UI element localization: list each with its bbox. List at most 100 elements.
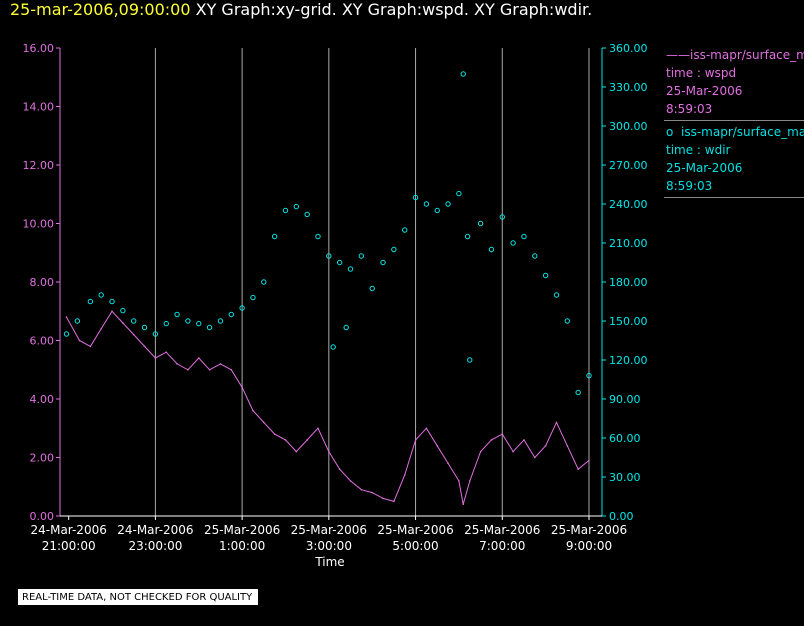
wdir-point	[380, 259, 386, 266]
wspd-point	[122, 322, 124, 324]
wspd-point	[588, 459, 590, 462]
wdir-point	[271, 233, 278, 240]
wspd-point	[100, 328, 102, 330]
y-left-tick-label: 8.00	[30, 276, 55, 289]
wdir-point	[206, 324, 213, 331]
wdir-point	[499, 214, 505, 220]
wspd-point	[533, 456, 536, 459]
wdir-point	[542, 272, 549, 279]
wdir-point	[402, 227, 408, 233]
wspd-point	[414, 439, 417, 441]
wdir-point	[228, 311, 234, 318]
wdir-point	[445, 201, 451, 207]
wspd-point	[371, 491, 373, 494]
wspd-point	[468, 480, 471, 482]
x-tick-label-date: 25-Mar-2006	[291, 523, 367, 537]
wspd-point	[479, 450, 482, 453]
wspd-point	[447, 462, 449, 465]
x-tick-label-date: 24-Mar-2006	[31, 523, 107, 537]
x-axis-label: Time	[314, 555, 344, 569]
wspd-point	[111, 310, 113, 313]
wdir-point	[510, 240, 516, 246]
legend-wspd-vars: time : wspd	[666, 66, 737, 80]
legend-wdir-vars: time : wdir	[666, 143, 731, 157]
wspd-point	[349, 480, 352, 482]
wspd-point	[273, 433, 276, 435]
x-tick-label-date: 24-Mar-2006	[117, 523, 193, 537]
wspd-point	[555, 421, 558, 424]
wdir-point	[434, 207, 440, 214]
wspd-point	[328, 450, 330, 453]
wspd-point	[89, 345, 92, 348]
y-left-tick-label: 16.00	[23, 42, 55, 55]
y-left-tick-label: 12.00	[23, 159, 55, 172]
x-tick-label-date: 25-Mar-2006	[464, 523, 540, 537]
wdir-point	[326, 253, 332, 259]
wdir-point	[250, 294, 256, 301]
wspd-point	[436, 445, 439, 447]
wspd-point	[490, 439, 493, 441]
wspd-point	[65, 316, 68, 318]
wdir-point	[343, 324, 349, 331]
wdir-point	[152, 331, 159, 337]
wspd-point	[252, 409, 254, 412]
y-left-tick-label: 2.00	[30, 452, 55, 465]
wdir-point	[369, 285, 375, 292]
wspd-point	[187, 368, 189, 371]
wdir-point	[98, 292, 104, 298]
x-tick-label-time: 9:00:00	[566, 539, 612, 553]
wdir-point	[467, 357, 473, 363]
y-right-tick-label: 0.00	[609, 510, 634, 523]
wdir-point	[239, 305, 245, 311]
wdir-point	[575, 389, 581, 396]
legend-wspd-date: 25-Mar-2006	[666, 84, 743, 98]
wdir-point	[87, 298, 94, 305]
wdir-point	[553, 292, 560, 298]
wspd-point	[284, 439, 287, 441]
title-graphs: XY Graph:xy-grid. XY Graph:wspd. XY Grap…	[195, 0, 593, 19]
wdir-point	[282, 207, 289, 214]
wdir-point	[293, 203, 300, 210]
y-right-tick-label: 120.00	[609, 354, 648, 367]
y-left-tick-label: 4.00	[30, 393, 55, 406]
y-right-tick-label: 90.00	[609, 393, 641, 406]
wspd-point	[132, 333, 135, 336]
wdir-point	[63, 331, 70, 337]
legend-wspd-time: 8:59:03	[666, 102, 713, 116]
wspd-point	[403, 474, 406, 476]
x-tick-label-time: 21:00:00	[42, 539, 96, 553]
title-date: 25-mar-2006,09:00:00	[10, 0, 191, 19]
wdir-point	[74, 318, 81, 324]
wspd-point	[317, 427, 319, 430]
wdir-point	[304, 211, 310, 218]
y-left-tick-label: 14.00	[23, 101, 55, 114]
wspd-point	[208, 368, 211, 371]
x-tick-label-date: 25-Mar-2006	[551, 523, 627, 537]
y-right-tick-label: 360.00	[609, 42, 648, 55]
y-right-tick-label: 330.00	[609, 81, 648, 94]
wspd-point	[458, 480, 460, 482]
wspd-point	[230, 368, 233, 371]
wdir-point	[423, 201, 430, 207]
y-right-tick-label: 60.00	[609, 432, 641, 445]
legend: ——iss-mapr/surface_mapr time : wspd 25-M…	[664, 44, 804, 198]
wdir-point	[347, 266, 354, 272]
x-tick-label-time: 5:00:00	[392, 539, 438, 553]
wspd-point	[219, 363, 222, 365]
y-right-tick-label: 300.00	[609, 120, 648, 133]
wdir-point	[217, 318, 224, 324]
wdir-point	[586, 372, 592, 379]
x-tick-label-date: 25-Mar-2006	[377, 523, 453, 537]
wspd-point	[523, 439, 525, 441]
wspd-point	[544, 445, 547, 447]
wdir-point	[163, 320, 169, 327]
wdir-point	[477, 220, 484, 227]
x-tick-label-time: 1:00:00	[219, 539, 265, 553]
wspd-point	[197, 357, 200, 359]
wspd-series-line	[66, 310, 590, 505]
wdir-point	[532, 253, 538, 259]
x-tick-label-time: 23:00:00	[128, 539, 182, 553]
y-right-tick-label: 270.00	[609, 159, 648, 172]
wspd-point	[176, 363, 178, 365]
